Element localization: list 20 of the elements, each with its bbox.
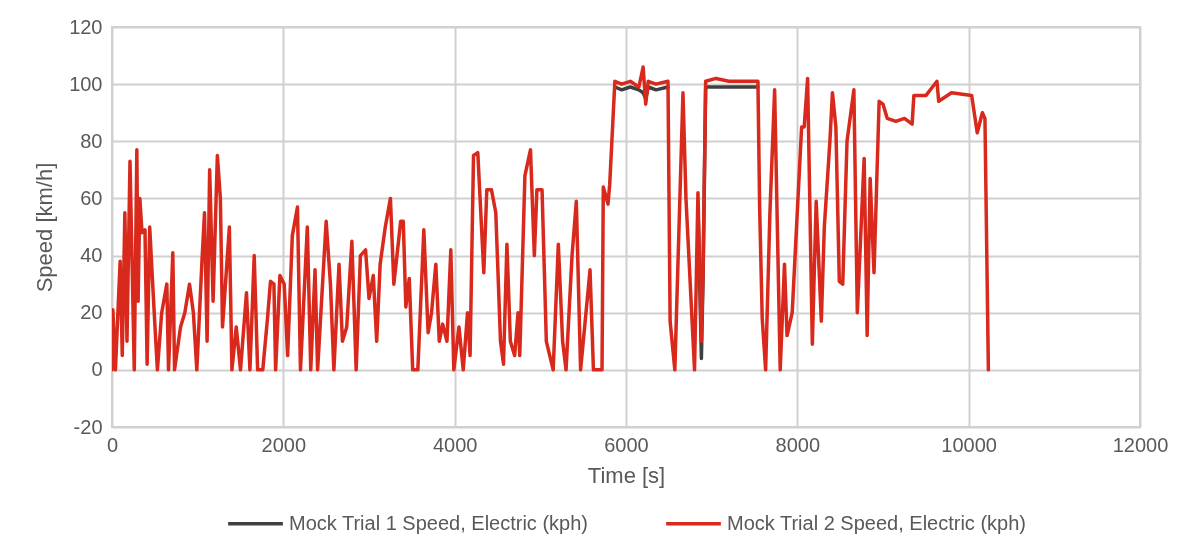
y-tick-label: 40 xyxy=(80,244,103,267)
line-series xyxy=(112,65,991,372)
y-tick-label: 120 xyxy=(69,15,103,38)
x-tick-label: 4000 xyxy=(432,433,478,456)
x-tick-label: 0 xyxy=(106,433,119,456)
y-axis-title: Speed [km/h] xyxy=(32,162,58,293)
x-tick-label: 12000 xyxy=(1112,433,1169,456)
legend-label: Mock Trial 2 Speed, Electric (kph) xyxy=(727,511,1026,534)
x-tick-label: 2000 xyxy=(261,433,307,456)
y-tick-label: 60 xyxy=(80,186,103,209)
y-tick-label: -20 xyxy=(73,415,103,438)
y-tick-label: 20 xyxy=(80,301,103,324)
legend-label: Mock Trial 1 Speed, Electric (kph) xyxy=(289,511,588,534)
y-tick-label: 80 xyxy=(80,129,103,152)
x-axis-title: Time [s] xyxy=(587,462,666,488)
y-tick-label: 100 xyxy=(69,72,103,95)
x-tick-label: 8000 xyxy=(775,433,821,456)
x-tick-label: 10000 xyxy=(941,433,997,456)
y-tick-label: 0 xyxy=(91,358,103,381)
x-tick-label: 6000 xyxy=(604,433,649,456)
